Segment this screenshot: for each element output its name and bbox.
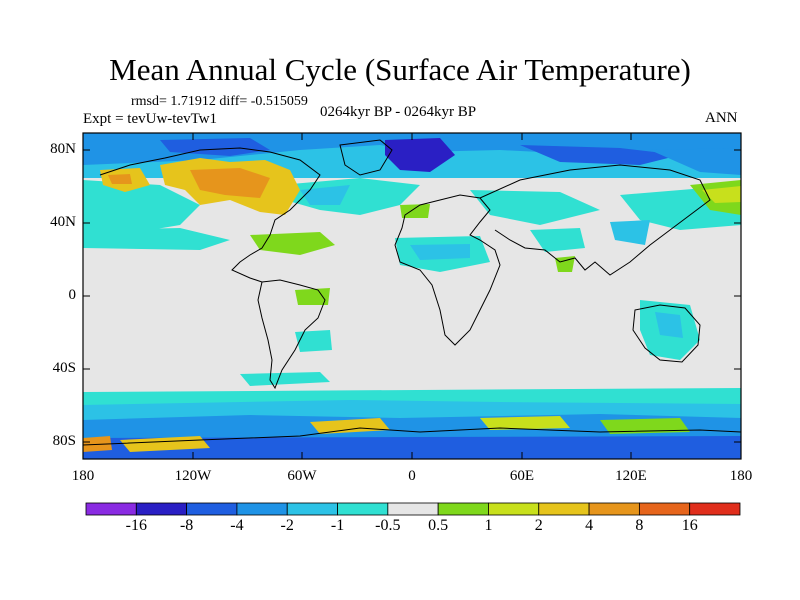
colorbar-label: -1 (330, 517, 345, 534)
colorbar-swatch (337, 502, 389, 516)
colorbar-label: 2 (534, 517, 543, 534)
colorbar-label: -4 (230, 517, 244, 534)
experiment-text: Expt = tevUw-tevTw1 (83, 111, 218, 127)
colorbar-swatch (538, 502, 590, 516)
lat-label-80n: 80N (50, 141, 76, 157)
greenland-sea-cold-anomaly (385, 138, 455, 172)
colorbar-swatch (387, 502, 439, 516)
lat-label-80s: 80S (52, 433, 76, 449)
colorbar-label: -8 (179, 517, 194, 534)
colorbar-swatch (488, 502, 540, 516)
lon-label-60e: 60E (509, 468, 535, 484)
map-title: Mean Annual Cycle (Surface Air Temperatu… (109, 52, 691, 87)
map-field (83, 133, 741, 459)
lon-label-180-left: 180 (71, 468, 95, 484)
coastlines (83, 139, 741, 446)
colorbar-swatch (186, 502, 238, 516)
colorbar (85, 502, 741, 516)
lon-label-180-right: 180 (729, 468, 753, 484)
lat-label-0: 0 (68, 287, 77, 303)
colorbar-label: 16 (681, 517, 698, 534)
colorbar-label: -0.5 (375, 517, 401, 534)
colorbar-swatch (437, 502, 489, 516)
colorbar-swatch (85, 502, 137, 516)
period-text: 0264kyr BP - 0264kyr BP (320, 104, 477, 120)
colorbar-label: 0.5 (428, 517, 449, 534)
colorbar-label: 8 (635, 517, 644, 534)
rmsd-diff-text: rmsd= 1.71912 diff= -0.515059 (131, 94, 308, 109)
lon-label-60w: 60W (287, 468, 317, 484)
colorbar-label: -16 (125, 517, 147, 534)
north-atlantic-anomaly (280, 178, 420, 215)
lon-label-120w: 120W (174, 468, 212, 484)
colorbar-swatch (588, 502, 640, 516)
colorbar-label: 1 (484, 517, 493, 534)
antarctic-warm-anomaly (310, 418, 390, 434)
axis-ticks (83, 133, 741, 459)
colorbar-swatch (286, 502, 338, 516)
colorbar-label: 4 (585, 517, 594, 534)
colorbar-swatch (638, 502, 691, 516)
season-text: ANN (705, 110, 738, 126)
colorbar-label: -2 (280, 517, 294, 534)
lon-label-120e: 120E (615, 468, 647, 484)
colorbar-swatch (236, 502, 288, 516)
colorbar-swatch (135, 502, 188, 516)
lat-label-40s: 40S (52, 360, 76, 376)
lat-label-40n: 40N (50, 214, 76, 230)
colorbar-swatch (689, 502, 741, 516)
lon-label-0: 0 (408, 468, 416, 484)
